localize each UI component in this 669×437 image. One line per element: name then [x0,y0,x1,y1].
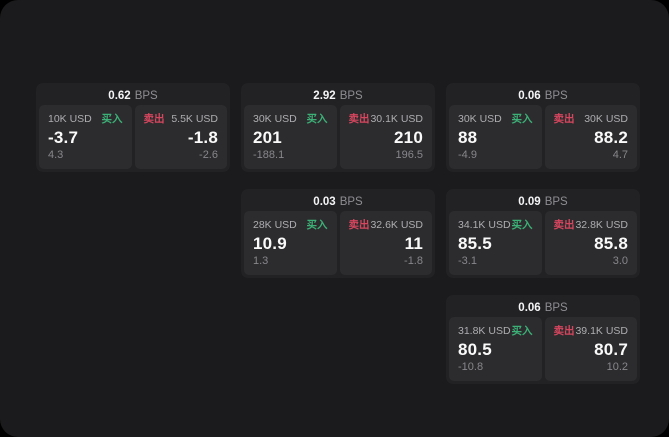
sell-tag: 卖出 [553,325,575,337]
buy-tag: 买入 [306,219,328,231]
sell-quote-panel[interactable]: 卖出 30.1K USD 210 196.5 [339,105,432,169]
bps-value: 0.06 [518,89,541,102]
buy-delta: -10.8 [458,361,484,373]
card-header: 0.09 BPS [449,192,637,211]
sell-price: 85.8 [594,233,628,253]
sell-price: 88.2 [594,127,628,147]
buy-price: 85.5 [458,233,492,253]
buy-quote-panel[interactable]: 30K USD 买入 201 -188.1 [244,105,337,169]
buy-amount: 31.8K USD [458,325,511,337]
card-header: 0.06 BPS [449,298,637,317]
sell-tag: 卖出 [143,113,165,125]
buy-price: 80.5 [458,339,492,359]
buy-delta: -188.1 [253,149,285,161]
quote-grid: 0.62 BPS 10K USD 买入 -3.7 4.3 卖出 5.5K USD [36,83,640,384]
buy-tag: 买入 [101,113,123,125]
sell-delta: -2.6 [199,149,218,161]
quote-card: 0.09 BPS 34.1K USD 买入 85.5 -3.1 卖出 32.8K… [446,189,640,278]
sell-quote-panel[interactable]: 卖出 32.8K USD 85.8 3.0 [544,211,637,275]
card-header: 0.03 BPS [244,192,432,211]
quote-card: 0.06 BPS 31.8K USD 买入 80.5 -10.8 卖出 39.1… [446,295,640,384]
buy-tag: 买入 [511,113,533,125]
buy-quote-panel[interactable]: 10K USD 买入 -3.7 4.3 [39,105,132,169]
buy-quote-panel[interactable]: 34.1K USD 买入 85.5 -3.1 [449,211,542,275]
sell-price: -1.8 [187,127,218,147]
buy-quote-panel[interactable]: 28K USD 买入 10.9 1.3 [244,211,337,275]
quote-card: 2.92 BPS 30K USD 买入 201 -188.1 卖出 30.1K … [241,83,435,172]
bps-value: 2.92 [313,89,336,102]
bps-value: 0.06 [518,301,541,314]
sell-quote-panel[interactable]: 卖出 30K USD 88.2 4.7 [544,105,637,169]
buy-amount: 10K USD [48,113,92,125]
sell-amount: 30.1K USD [370,113,423,125]
sell-quote-panel[interactable]: 卖出 5.5K USD -1.8 -2.6 [134,105,227,169]
buy-amount: 34.1K USD [458,219,511,231]
sell-tag: 卖出 [553,219,575,231]
buy-tag: 买入 [511,325,533,337]
buy-price: -3.7 [48,127,79,147]
buy-tag: 买入 [306,113,328,125]
buy-price: 201 [253,127,282,147]
sell-amount: 30K USD [584,113,628,125]
sell-price: 11 [404,233,423,253]
bps-unit: BPS [544,89,568,102]
card-header: 0.62 BPS [39,86,227,105]
sell-amount: 39.1K USD [575,325,628,337]
buy-delta: -3.1 [458,255,477,267]
bps-value: 0.03 [313,195,336,208]
sell-price: 210 [394,127,423,147]
buy-delta: -4.9 [458,149,477,161]
sell-amount: 5.5K USD [171,113,218,125]
sell-delta: 3.0 [612,255,628,267]
sell-delta: -1.8 [404,255,423,267]
buy-price: 10.9 [253,233,287,253]
buy-tag: 买入 [511,219,533,231]
buy-quote-panel[interactable]: 30K USD 买入 88 -4.9 [449,105,542,169]
sell-quote-panel[interactable]: 卖出 32.6K USD 11 -1.8 [339,211,432,275]
card-header: 0.06 BPS [449,86,637,105]
quote-card: 0.62 BPS 10K USD 买入 -3.7 4.3 卖出 5.5K USD [36,83,230,172]
bps-value: 0.62 [108,89,131,102]
bps-unit: BPS [339,89,363,102]
sell-delta: 196.5 [395,149,423,161]
buy-amount: 30K USD [458,113,502,125]
sell-delta: 4.7 [612,149,628,161]
quote-card: 0.06 BPS 30K USD 买入 88 -4.9 卖出 30K USD [446,83,640,172]
buy-amount: 28K USD [253,219,297,231]
sell-tag: 卖出 [348,219,370,231]
bps-value: 0.09 [518,195,541,208]
bps-unit: BPS [134,89,158,102]
sell-amount: 32.8K USD [575,219,628,231]
buy-quote-panel[interactable]: 31.8K USD 买入 80.5 -10.8 [449,317,542,381]
sell-tag: 卖出 [553,113,575,125]
buy-price: 88 [458,127,478,147]
sell-quote-panel[interactable]: 卖出 39.1K USD 80.7 10.2 [544,317,637,381]
quote-card: 0.03 BPS 28K USD 买入 10.9 1.3 卖出 32.6K US… [241,189,435,278]
card-header: 2.92 BPS [244,86,432,105]
sell-amount: 32.6K USD [370,219,423,231]
sell-delta: 10.2 [606,361,628,373]
bps-unit: BPS [339,195,363,208]
bps-unit: BPS [544,195,568,208]
sell-price: 80.7 [594,339,628,359]
buy-amount: 30K USD [253,113,297,125]
sell-tag: 卖出 [348,113,370,125]
buy-delta: 4.3 [48,149,64,161]
buy-delta: 1.3 [253,255,269,267]
bps-unit: BPS [544,301,568,314]
